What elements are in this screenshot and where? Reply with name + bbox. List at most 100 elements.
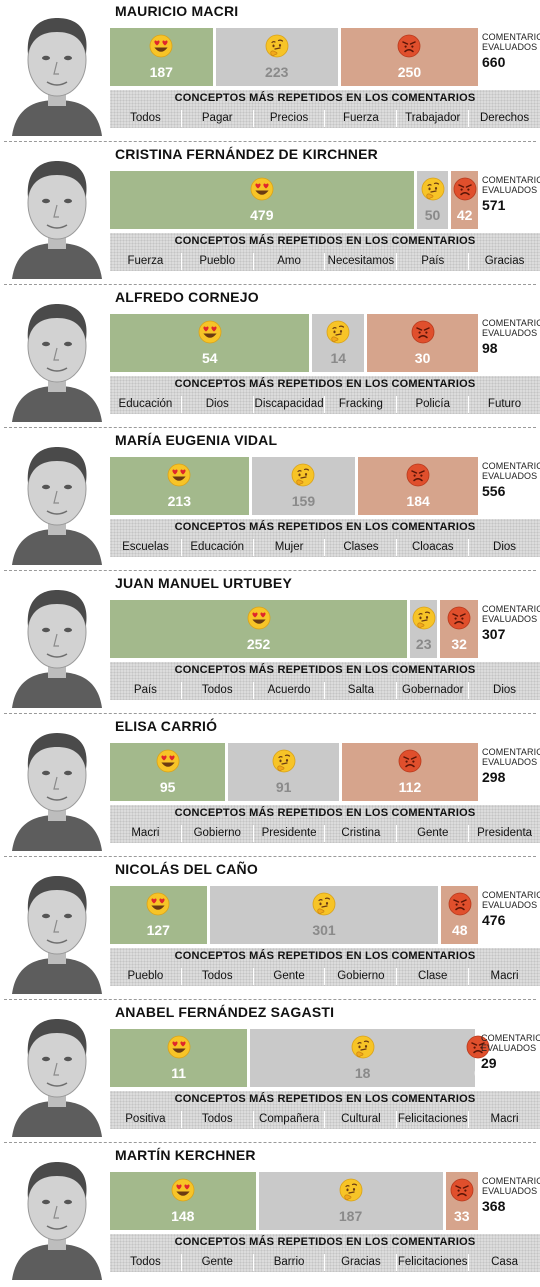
value-love: 252 [246,636,271,652]
value-think: 50 [424,207,441,223]
angry-emoji [453,177,477,201]
heart-eyes-emoji [167,463,191,487]
angry-emoji [448,892,472,916]
value-love: 187 [149,64,173,80]
concepts-list: Pueblo Todos Gente Gobierno Clase Macri [110,968,540,985]
concept-term: Felicitaciones [396,1111,468,1128]
value-angry: 0 [474,1065,482,1081]
total-value: 571 [482,197,506,213]
thinking-emoji [272,749,296,773]
concept-term: Todos [180,682,253,699]
portrait-photo [12,590,102,708]
concepts-title: CONCEPTOS MÁS REPETIDOS EN LOS COMENTARI… [174,378,476,390]
politician-row: CRISTINA FERNÁNDEZ DE KIRCHNER 479 50 42 COM… [0,143,540,286]
politician-row: MARÍA EUGENIA VIDAL 213 159 184 COMENTARIOS … [0,429,540,572]
concepts-list: Positiva Todos Compañera Cultural Felicitaci… [110,1111,540,1128]
concept-term: Gente [180,1254,253,1271]
concept-term: Dios [180,396,253,413]
concept-term: Casa [468,1254,540,1271]
concepts-strip: CONCEPTOS MÁS REPETIDOS EN LOS COMENTARI… [110,519,540,557]
total-value: 98 [482,340,498,356]
concepts-strip: CONCEPTOS MÁS REPETIDOS EN LOS COMENTARI… [110,376,540,414]
concept-term: Todos [180,968,253,985]
politician-row: NICOLÁS DEL CAÑO 127 301 48 COMENTARIOS EVAL… [0,858,540,1001]
portrait-photo [12,18,102,136]
value-think: 18 [354,1065,371,1081]
concept-term: Necesitamos [324,253,396,270]
total-label: COMENTARIOS EVALUADOS [482,318,540,338]
concept-term: Compañera [252,1111,325,1128]
concepts-title: CONCEPTOS MÁS REPETIDOS EN LOS COMENTARI… [174,92,476,104]
concept-term: Cultural [324,1111,396,1128]
concept-term: País [396,253,468,270]
total-label: COMENTARIOS EVALUADOS [482,604,540,624]
concept-term: Gobierno [324,968,396,985]
total-label: COMENTARIOS EVALUADOS [482,461,540,481]
politician-name: ELISA CARRIÓ [115,718,218,734]
concept-term: Barrio [252,1254,325,1271]
concepts-strip: CONCEPTOS MÁS REPETIDOS EN LOS COMENTARI… [110,662,540,700]
politician-name: CRISTINA FERNÁNDEZ DE KIRCHNER [115,146,378,162]
concepts-strip: CONCEPTOS MÁS REPETIDOS EN LOS COMENTARI… [110,1091,540,1129]
value-love: 127 [146,922,170,938]
angry-emoji [447,606,471,630]
value-think: 91 [275,779,292,795]
value-think: 223 [265,64,289,80]
concept-term: Dios [468,539,540,556]
concept-term: Policía [396,396,468,413]
concept-term: Educación [118,398,173,410]
angry-emoji [398,34,421,58]
portrait-photo [12,876,102,994]
concepts-title: CONCEPTOS MÁS REPETIDOS EN LOS COMENTARI… [174,807,476,819]
total-label: COMENTARIOS EVALUADOS [482,1176,540,1196]
concept-term: Clases [324,539,396,556]
politician-name: MARÍA EUGENIA VIDAL [115,432,278,448]
thinking-emoji [421,177,444,201]
value-think: 301 [312,922,336,938]
portrait-photo [12,1162,102,1280]
concepts-list: Fuerza Pueblo Amo Necesitamos País Gracias [110,253,540,270]
total-value: 368 [482,1198,506,1214]
concept-term: Mujer [252,539,325,556]
concept-term: Fuerza [127,255,164,267]
value-love: 11 [171,1065,187,1081]
politician-name: JUAN MANUEL URTUBEY [115,575,292,591]
concept-term: Positiva [125,1113,166,1125]
heart-eyes-emoji [149,34,173,58]
concepts-list: Educación Dios Discapacidad Fracking Policía… [110,396,540,413]
concept-term: Escuelas [122,541,169,553]
politician-row: ALFREDO CORNEJO 54 14 30 COMENTARIOS EVALUAD… [0,286,540,429]
concept-term: Gobierno [180,825,253,842]
concept-term: Cristina [324,825,396,842]
total-value: 307 [482,626,506,642]
concepts-list: Todos Gente Barrio Gracias Felicitaciones Cas… [110,1254,540,1271]
politician-row: MARTÍN KERCHNER 148 187 33 COMENTARIOS EVALU… [0,1144,540,1287]
value-love: 213 [167,493,192,509]
politician-name: MARTÍN KERCHNER [115,1147,256,1163]
concept-term: Educación [180,539,253,556]
value-love: 54 [201,350,218,366]
value-angry: 42 [456,207,473,223]
value-think: 187 [338,1208,363,1224]
concept-term: Futuro [468,396,540,413]
concepts-list: País Todos Acuerdo Salta Gobernador Dios [110,682,540,699]
concepts-title: CONCEPTOS MÁS REPETIDOS EN LOS COMENTARI… [174,664,476,676]
total-value: 476 [482,912,506,928]
angry-emoji [466,1035,490,1059]
concepts-title: CONCEPTOS MÁS REPETIDOS EN LOS COMENTARI… [174,950,476,962]
concepts-strip: CONCEPTOS MÁS REPETIDOS EN LOS COMENTARI… [110,1234,540,1272]
total-label: COMENTARIOS EVALUADOS [482,32,540,52]
heart-eyes-emoji [171,1178,195,1202]
value-angry: 112 [398,779,422,795]
portrait-photo [12,733,102,851]
value-angry: 250 [397,64,422,80]
concept-term: Todos [130,112,161,124]
concept-term: Pueblo [127,970,164,982]
value-love: 95 [159,779,176,795]
portrait-photo [12,447,102,565]
concept-term: Cloacas [396,539,468,556]
total-value: 298 [482,769,506,785]
total-value: 29 [481,1055,497,1071]
concept-term: Todos [180,1111,253,1128]
heart-eyes-emoji [247,606,270,630]
